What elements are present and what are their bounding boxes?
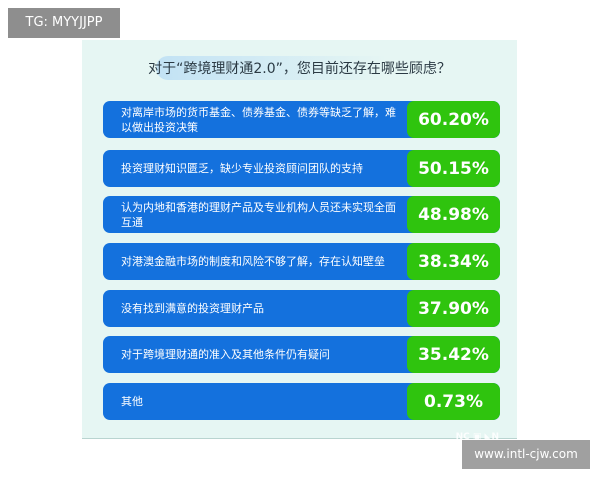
row-label: 没有找到满意的投资理财产品 [121,302,264,315]
site-url: www.intl-cjw.com [462,440,590,469]
row-value: 38.34% [407,243,500,280]
survey-row: 其他 0.73% [103,383,500,420]
row-label: 投资理财知识匮乏，缺少专业投资顾问团队的支持 [121,162,363,175]
survey-row: 投资理财知识匮乏，缺少专业投资顾问团队的支持 50.15% [103,150,500,187]
row-value: 37.90% [407,290,500,327]
row-label: 对港澳金融市场的制度和风险不够了解，存在认知壁垒 [121,255,385,268]
row-label: 对离岸市场的货币基金、债券基金、债券等缺乏了解，难以做出投资决策 [121,105,396,134]
survey-row: 对港澳金融市场的制度和风险不够了解，存在认知壁垒 38.34% [103,243,500,280]
watermark-logo: NC ▣ ◣N [455,432,499,442]
survey-panel: 对于“跨境理财通2.0”，您目前还存在哪些顾虑？ 对离岸市场的货币基金、债券基金… [82,40,517,442]
title-pill [156,56,446,80]
chart-title: 对于“跨境理财通2.0”，您目前还存在哪些顾虑？ [148,61,451,77]
row-value: 35.42% [407,336,500,373]
survey-row: 对离岸市场的货币基金、债券基金、债券等缺乏了解，难以做出投资决策 60.20% [103,101,500,138]
survey-row: 没有找到满意的投资理财产品 37.90% [103,290,500,327]
row-value: 60.20% [407,101,500,138]
survey-row: 认为内地和香港的理财产品及专业机构人员还未实现全面互通 48.98% [103,196,500,233]
row-value: 48.98% [407,196,500,233]
row-label: 认为内地和香港的理财产品及专业机构人员还未实现全面互通 [121,200,396,229]
row-value: 50.15% [407,150,500,187]
survey-row: 对于跨境理财通的准入及其他条件仍有疑问 35.42% [103,336,500,373]
tg-tag: TG: MYYJJPP [8,8,120,38]
row-label: 其他 [121,395,143,408]
row-value: 0.73% [407,383,500,420]
row-label: 对于跨境理财通的准入及其他条件仍有疑问 [121,348,330,361]
